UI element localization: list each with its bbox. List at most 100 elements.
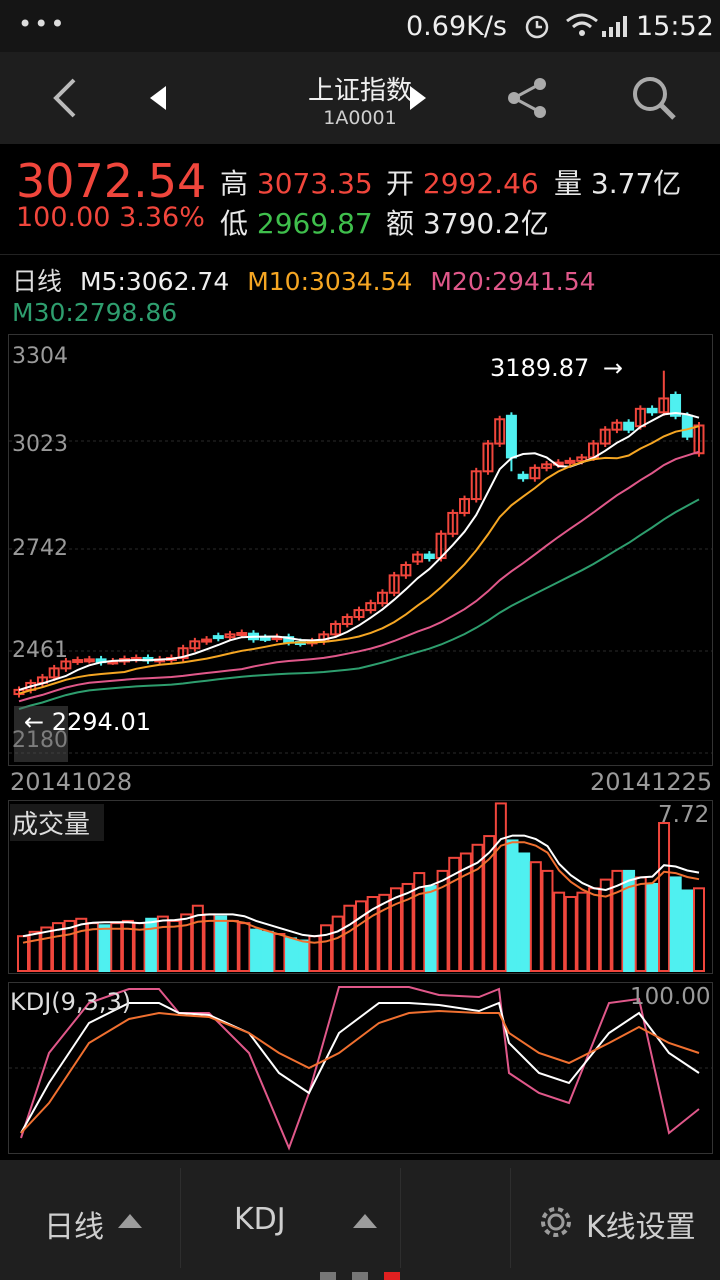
stock-name: 上证指数: [307, 76, 412, 106]
volume-chart[interactable]: [8, 800, 713, 974]
end-date: 20141225: [590, 768, 713, 796]
candle-body: [353, 609, 365, 619]
network-speed: 0.69K/s: [406, 11, 507, 42]
m30-value: M30:2798.86: [12, 298, 178, 327]
kdj-title: KDJ(9,3,3): [10, 988, 132, 1016]
candle-body: [599, 428, 611, 445]
volume-bar: [448, 856, 461, 972]
stock-code: 1A0001: [323, 107, 397, 129]
candle-body: [693, 424, 705, 455]
back-icon[interactable]: [44, 74, 84, 122]
period-selector[interactable]: 日线: [0, 1160, 180, 1280]
candle-body: [212, 635, 224, 640]
amount-value: 3790.2亿: [422, 207, 549, 240]
scroll-left-handle[interactable]: [14, 706, 68, 762]
candle-body: [376, 591, 388, 605]
volume-bar: [669, 876, 682, 972]
volume-bar: [564, 896, 577, 972]
indicator-selector[interactable]: KDJ: [200, 1160, 400, 1280]
volume-bar: [63, 919, 76, 973]
status-bar: ••• 0.69K/s 15:52: [0, 0, 720, 52]
candle-body: [201, 638, 213, 643]
volume-bar: [459, 852, 472, 972]
open-field: 开 2992.46: [386, 162, 539, 202]
gear-icon: [541, 1207, 571, 1237]
indicator-selector-label: KDJ: [234, 1202, 286, 1237]
volume-bar: [273, 933, 286, 973]
volume-bar: [366, 896, 379, 972]
change-value: 100.00: [16, 202, 111, 233]
nav-bar: 上证指数 1A0001: [0, 52, 720, 144]
volume-bar: [646, 882, 659, 972]
volume-label: 量: [554, 167, 583, 200]
low-label: 低: [220, 207, 249, 240]
candle-body: [48, 667, 60, 679]
next-stock-icon[interactable]: [406, 82, 430, 114]
candle-body: [189, 640, 201, 650]
candle-body: [459, 498, 471, 514]
page-indicator-dot: [320, 1272, 336, 1280]
volume-bar: [378, 893, 391, 972]
volume-bar: [471, 843, 484, 972]
volume-bar: [98, 924, 111, 973]
volume-bar: [250, 928, 263, 972]
m5-value: M5:3062.74: [79, 267, 230, 296]
volume-bar: [588, 887, 601, 972]
candle-body: [541, 463, 553, 469]
candle-body: [177, 647, 189, 659]
volume-field: 量 3.77亿: [554, 162, 681, 202]
price-change: 100.00 3.36%: [16, 202, 205, 233]
search-icon[interactable]: [630, 74, 678, 122]
kline-settings-label: K线设置: [586, 1210, 696, 1245]
kdj-chart[interactable]: [8, 982, 713, 1154]
volume-bar: [576, 891, 589, 972]
price-chart[interactable]: [8, 334, 713, 766]
prev-stock-icon[interactable]: [146, 82, 170, 114]
candle-body: [529, 466, 541, 480]
open-value: 2992.46: [422, 167, 539, 200]
candle-body: [259, 636, 271, 641]
volume-bar: [203, 913, 216, 972]
volume-svg: [17, 802, 705, 973]
period-label: 日线: [12, 267, 63, 296]
volume-bar: [145, 917, 158, 972]
candle-body: [505, 414, 517, 459]
volume-bar: [623, 869, 636, 972]
candle-body: [623, 421, 635, 431]
volume-bar: [261, 930, 274, 972]
y-tick-3023: 3023: [12, 432, 68, 457]
candle-body: [681, 414, 693, 438]
candle-body: [494, 418, 506, 445]
volume-bar: [51, 922, 64, 972]
y-tick-3304: 3304: [12, 344, 68, 369]
volume-bar: [681, 889, 694, 972]
kline-svg: [9, 370, 712, 754]
kline-settings-button[interactable]: K线设置: [520, 1160, 720, 1280]
volume-max: 7.72: [658, 802, 710, 828]
ma-line: [18, 425, 700, 695]
candle-body: [330, 622, 342, 636]
volume-bar: [401, 882, 414, 972]
y-tick-2742: 2742: [12, 536, 68, 561]
amount-field: 额 3790.2亿: [386, 202, 549, 242]
clock: 15:52: [636, 11, 714, 42]
ma-legend: 日线 M5:3062.74 M10:3034.54 M20:2941.54: [12, 262, 596, 298]
share-icon[interactable]: [506, 76, 550, 120]
candle-body: [517, 473, 529, 480]
high-field: 高 3073.35: [220, 162, 373, 202]
candle-body: [412, 553, 424, 563]
volume-bar: [110, 922, 123, 972]
kdj-line: [20, 1001, 700, 1134]
last-price: 3072.54: [16, 154, 207, 208]
candle-body: [423, 553, 435, 560]
candle-body: [611, 421, 623, 431]
volume-bar: [285, 937, 298, 972]
candle-body: [388, 574, 400, 594]
volume-bar: [413, 872, 426, 972]
candle-body: [670, 393, 682, 417]
m20-value: M20:2941.54: [430, 267, 596, 296]
left-arrow-icon: ←: [24, 708, 45, 736]
volume-bar: [494, 802, 507, 973]
volume-bar: [226, 919, 239, 973]
candle-body: [646, 407, 658, 414]
